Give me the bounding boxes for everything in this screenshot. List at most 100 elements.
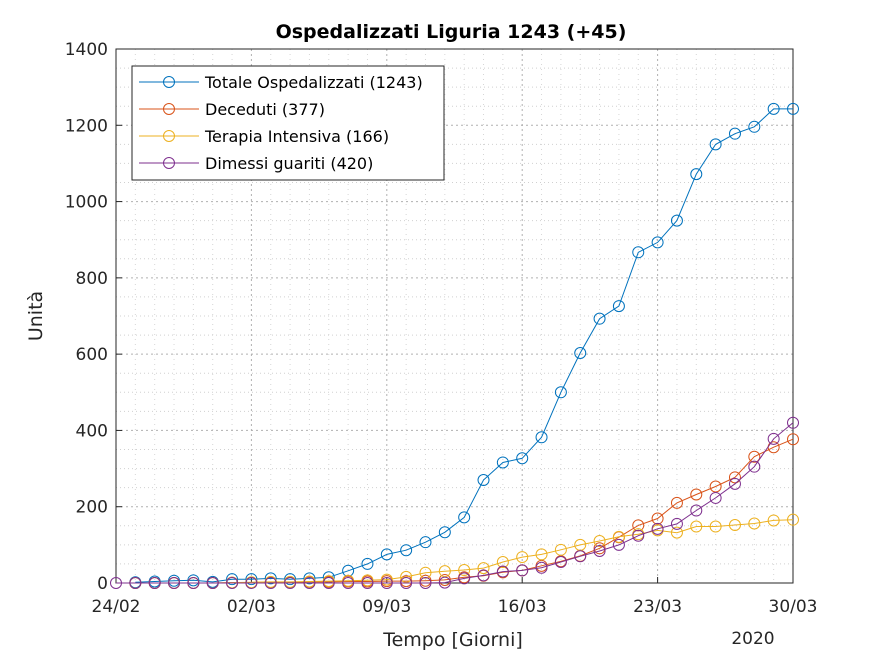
data-point-marker [651,522,664,535]
data-point-marker [748,450,761,463]
data-point-marker [284,573,297,586]
data-point-marker [787,102,799,115]
data-point-marker [516,564,529,577]
data-point-marker [148,577,161,589]
series-line [135,108,793,583]
y-tick-label: 1000 [65,193,108,213]
data-point-marker [690,168,703,181]
data-point-marker [361,577,374,589]
series-layer [110,102,799,589]
data-point-marker [284,577,297,589]
data-point-marker [535,561,548,574]
data-point-marker [516,551,529,564]
data-point-marker [303,572,316,585]
data-point-marker [400,577,413,589]
data-point-marker [709,520,722,533]
data-point-marker [361,557,374,570]
x-tick-label: 24/02 [92,597,141,617]
data-point-marker [767,432,780,445]
series-0 [129,102,799,589]
data-point-marker [787,513,799,526]
data-point-marker [670,517,683,530]
y-tick-label: 200 [76,498,108,518]
data-point-marker [361,574,374,587]
data-point-marker [458,511,471,524]
data-point-marker [168,577,181,589]
data-point-marker [516,452,529,465]
data-point-marker [206,577,219,589]
x-tick-label: 02/03 [227,597,276,617]
data-point-marker [303,577,316,589]
data-point-marker [574,346,587,359]
data-point-marker [554,386,567,399]
data-point-marker [651,236,664,249]
data-point-marker [767,514,780,527]
data-point-marker [400,570,413,583]
data-point-marker [670,526,683,539]
data-point-marker [593,542,606,555]
y-axis-label: Unità [25,291,47,341]
data-point-marker [728,471,741,484]
data-point-marker [458,572,471,585]
legend-label: Deceduti (377) [205,100,325,119]
y-tick-label: 400 [76,421,108,441]
data-point-marker [574,550,587,563]
data-point-marker [787,433,799,446]
x-axis-label: Tempo [Giorni] [382,629,523,651]
data-point-marker [612,300,625,313]
data-point-marker [554,556,567,569]
data-point-marker [709,491,722,504]
data-point-marker [438,576,451,589]
series-line [135,519,794,584]
data-point-marker [612,530,625,543]
data-point-marker [670,214,683,227]
legend-box [131,65,445,181]
y-axis-ticks: 0 200 400 600 800 1000 1200 1400 [65,40,122,594]
legend-label: Totale Ospedalizzati (1243) [204,73,423,92]
data-point-marker [496,556,509,569]
legend-label: Dimessi guariti (420) [205,154,373,173]
data-point-marker [670,496,683,509]
data-point-marker [322,577,335,589]
data-point-marker [187,577,200,589]
data-point-marker [593,312,606,325]
x-axis-ticks: 24/02 02/03 09/03 16/03 23/03 30/03 [92,577,818,617]
data-point-marker [438,526,451,539]
data-point-marker [496,565,509,578]
data-point-marker [477,569,490,582]
legend-label: Terapia Intensiva (166) [204,127,389,146]
data-point-marker [419,536,432,549]
data-point-marker [632,246,645,259]
data-point-marker [728,519,741,532]
data-point-marker [477,562,490,575]
data-point-marker [342,577,355,589]
data-point-marker [593,544,606,557]
data-point-marker [690,520,703,533]
y-tick-label: 1200 [65,116,108,136]
data-point-marker [728,127,741,140]
data-point-marker [380,573,393,586]
data-point-marker [690,488,703,501]
data-point-marker [264,577,277,589]
y-tick-label: 1400 [65,40,108,60]
data-point-marker [748,517,761,530]
data-point-marker [226,577,239,589]
y-tick-label: 600 [76,345,108,365]
series-line [116,422,794,584]
data-point-marker [458,564,471,577]
data-point-marker [380,577,393,589]
data-point-marker [187,574,200,587]
x-tick-label: 23/03 [633,597,682,617]
legend-marker [163,130,175,142]
data-point-marker [438,573,451,586]
legend-marker [163,76,175,88]
data-point-marker [245,577,258,589]
data-point-marker [690,504,703,517]
legend: Totale Ospedalizzati (1243) Deceduti (377… [131,65,445,181]
y-tick-label: 800 [76,269,108,289]
legend-marker [163,157,175,169]
data-point-marker [651,512,664,525]
data-point-marker [535,431,548,444]
x-tick-label: 09/03 [362,597,411,617]
